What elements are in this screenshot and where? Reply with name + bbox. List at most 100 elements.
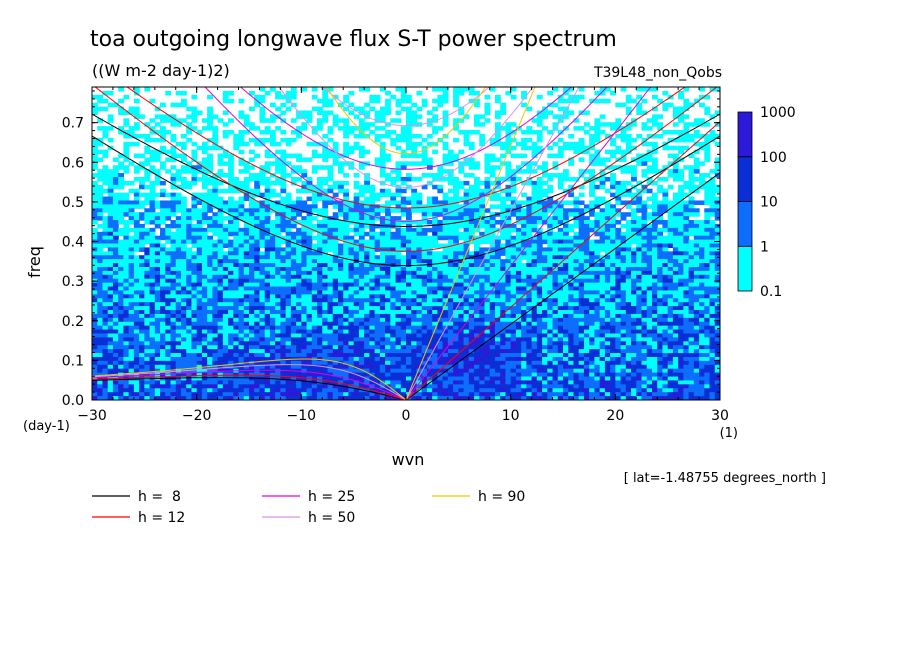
heatmap-cell [144, 235, 151, 241]
heatmap-cell [474, 243, 480, 249]
heatmap-cell [557, 94, 564, 100]
heatmap-cell [678, 204, 684, 209]
heatmap-cell [589, 126, 595, 131]
heatmap-cell [594, 290, 601, 295]
heatmap-cell [390, 216, 397, 221]
heatmap-cell [175, 263, 182, 268]
heatmap-cell [107, 270, 114, 276]
heatmap-cell [557, 294, 564, 299]
heatmap-cell [693, 255, 700, 260]
heatmap-cell [118, 278, 124, 284]
heatmap-cell [296, 157, 302, 162]
heatmap-cell [139, 165, 145, 170]
heatmap-cell [369, 270, 376, 276]
heatmap-cell [453, 266, 459, 272]
heatmap-cell [385, 216, 391, 221]
heatmap-cell [385, 266, 391, 272]
heatmap-cell [536, 255, 543, 260]
heatmap-cell [369, 313, 376, 319]
heatmap-cell [191, 302, 198, 307]
heatmap-cell [264, 169, 271, 174]
heatmap-cell [201, 141, 208, 147]
heatmap-cell [416, 282, 423, 288]
heatmap-cell [662, 102, 669, 108]
heatmap-cell [191, 192, 198, 198]
heatmap-cell [693, 239, 700, 245]
heatmap-cell [348, 270, 355, 276]
heatmap-cell [704, 145, 711, 151]
heatmap-cell [285, 302, 292, 307]
heatmap-cell [631, 196, 637, 202]
heatmap-cell [678, 130, 684, 135]
heatmap-cell [604, 204, 611, 209]
heatmap-cell [500, 302, 507, 307]
heatmap-cell [610, 180, 616, 186]
heatmap-cell [714, 204, 720, 209]
heatmap-cell [186, 278, 193, 284]
heatmap-cell [641, 243, 648, 249]
heatmap-cell [322, 286, 329, 292]
heatmap-cell [552, 220, 559, 225]
heatmap-cell [322, 313, 329, 319]
heatmap-cell [699, 302, 705, 307]
heatmap-cell [547, 235, 554, 241]
heatmap-cell [191, 231, 198, 237]
heatmap-cell [243, 223, 250, 229]
heatmap-cell [390, 247, 397, 252]
heatmap-cell [180, 223, 187, 229]
heatmap-cell [191, 173, 198, 178]
heatmap-cell [474, 294, 480, 299]
heatmap-cell [327, 290, 334, 295]
heatmap-cell [154, 247, 161, 252]
heatmap-cell [631, 247, 637, 252]
heatmap-cell [672, 243, 679, 249]
heatmap-cell [510, 274, 517, 280]
heatmap-cell [536, 133, 543, 139]
heatmap-cell [683, 310, 690, 315]
heatmap-cell [432, 227, 438, 233]
heatmap-cell [112, 259, 119, 264]
heatmap-cell [201, 243, 208, 249]
heatmap-cell [479, 223, 486, 229]
heatmap-cell [526, 294, 533, 299]
heatmap-cell [228, 231, 234, 237]
heatmap-cell [238, 141, 245, 147]
heatmap-cell [390, 270, 397, 276]
heatmap-cell [385, 153, 391, 159]
heatmap-cell [275, 266, 281, 272]
heatmap-cell [505, 274, 512, 280]
heatmap-cell [107, 220, 114, 225]
heatmap-cell [453, 302, 459, 307]
heatmap-cell [552, 255, 559, 260]
heatmap-cell [165, 192, 172, 198]
heatmap-cell [437, 235, 444, 241]
heatmap-cell [322, 294, 329, 299]
heatmap-cell [672, 235, 679, 241]
heatmap-cell [573, 200, 580, 205]
heatmap-cell [667, 220, 674, 225]
heatmap-cell [285, 278, 292, 284]
heatmap-cell [646, 266, 653, 272]
heatmap-cell [243, 227, 250, 233]
heatmap-cell [699, 270, 705, 276]
heatmap-cell [228, 266, 234, 272]
heatmap-cell [207, 239, 213, 245]
heatmap-cell [667, 184, 674, 190]
heatmap-cell [646, 204, 653, 209]
heatmap-cell [432, 184, 438, 190]
heatmap-cell [421, 251, 428, 256]
heatmap-cell [180, 274, 187, 280]
heatmap-cell [625, 247, 632, 252]
heatmap-cell [699, 235, 705, 241]
heatmap-cell [118, 192, 124, 198]
heatmap-cell [149, 235, 156, 241]
heatmap-cell [536, 263, 543, 268]
heatmap-cell [285, 90, 292, 96]
heatmap-cell [489, 239, 496, 245]
heatmap-cell [264, 298, 271, 303]
heatmap-cell [594, 196, 601, 202]
heatmap-cell [463, 208, 470, 213]
heatmap-cell [369, 196, 376, 202]
heatmap-cell [249, 188, 255, 194]
heatmap-cell [531, 216, 538, 221]
